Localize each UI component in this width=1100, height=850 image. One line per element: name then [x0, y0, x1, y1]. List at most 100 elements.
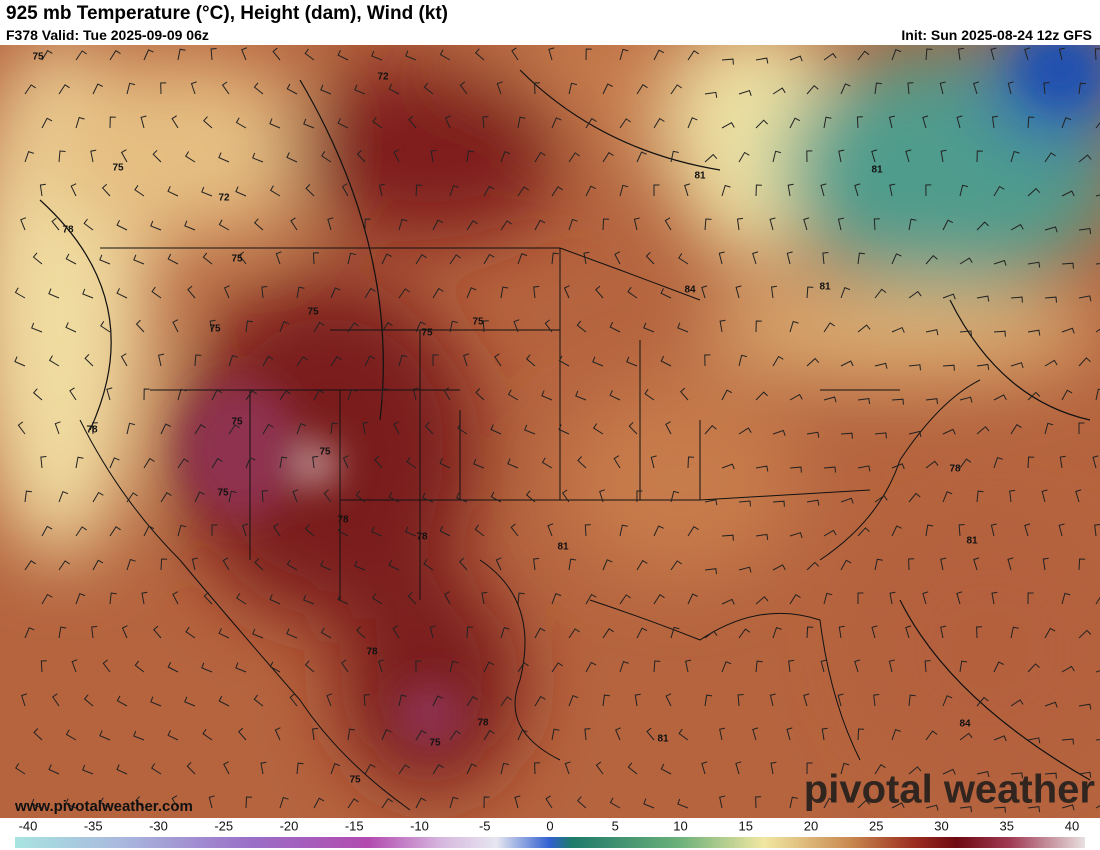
wind-barb: [14, 356, 26, 367]
wind-barb: [857, 398, 871, 405]
wind-barb: [664, 217, 672, 231]
wind-barb: [466, 763, 477, 775]
wind-barb: [40, 456, 47, 469]
wind-barb: [500, 696, 512, 707]
wind-barb: [133, 254, 145, 265]
wind-barb: [228, 424, 240, 435]
wind-barb: [614, 251, 621, 265]
contour-labels: 75 72 75 72 78 75 75 75 75 75 81 81 84 81 78 75 75 75 78 78…: [32, 52, 978, 786]
wind-barb: [660, 355, 672, 367]
wind-barb: [704, 694, 713, 707]
wind-barb: [1078, 154, 1092, 163]
contour-label: 75: [112, 163, 124, 174]
wind-barb: [218, 628, 230, 639]
wind-barb: [1061, 389, 1073, 401]
wind-barb: [444, 115, 451, 129]
wind-barb: [820, 183, 827, 197]
wind-barb: [942, 219, 954, 231]
wind-barb: [719, 795, 726, 809]
wind-barb: [533, 557, 540, 571]
wind-barb: [772, 87, 786, 95]
wind-barb: [568, 218, 578, 231]
wind-barb: [925, 48, 933, 61]
colorbar-tick-label: 30: [934, 818, 948, 833]
wind-barb: [398, 354, 408, 367]
wind-barb: [52, 693, 60, 707]
wind-barb: [755, 533, 769, 540]
wind-barb: [210, 48, 217, 61]
wind-barb: [423, 558, 434, 571]
wind-barb: [363, 694, 370, 707]
wind-barb: [412, 387, 419, 401]
wind-barb: [1078, 422, 1085, 434]
wind-barb: [371, 50, 383, 61]
contour-label: 75: [307, 307, 319, 318]
wind-barb: [838, 149, 845, 163]
wind-barb: [191, 557, 198, 571]
wind-barb: [541, 457, 553, 469]
wind-barb: [473, 458, 485, 469]
wind-barb: [679, 387, 689, 401]
wind-barb: [599, 489, 606, 503]
wind-barb: [449, 254, 461, 265]
wind-barb: [1078, 82, 1086, 95]
wind-barb: [772, 429, 786, 436]
wind-barb: [1095, 805, 1100, 809]
wind-barb: [823, 396, 837, 403]
wind-barb: [1042, 557, 1049, 571]
wind-barb: [252, 628, 264, 639]
contour-label: 84: [959, 719, 971, 730]
wind-barb: [24, 150, 34, 163]
wind-barb: [151, 763, 162, 775]
wind-barb: [304, 660, 315, 673]
wind-barb: [772, 626, 782, 639]
wind-barb: [940, 557, 947, 571]
wind-barb: [585, 185, 597, 197]
colorbar-tick-label: 10: [673, 818, 687, 833]
wind-barb: [551, 117, 562, 129]
wind-barb: [304, 524, 315, 537]
wind-barb: [575, 390, 587, 401]
wind-barb: [1027, 116, 1035, 129]
wind-barb: [585, 661, 597, 673]
wind-barb: [1027, 456, 1035, 469]
wind-barb: [83, 218, 94, 231]
colorbar: [15, 837, 1085, 848]
wind-barb: [1078, 771, 1092, 778]
wind-barb: [1061, 190, 1075, 197]
wind-barb: [65, 253, 77, 265]
wind-barb: [891, 326, 905, 333]
wind-barb: [120, 353, 128, 367]
wind-barb: [495, 557, 502, 571]
wind-barb: [738, 151, 750, 163]
wind-barb: [65, 798, 77, 809]
wind-barb: [320, 627, 332, 639]
wind-barb: [721, 389, 733, 401]
wind-barb: [840, 762, 850, 775]
wind-barb: [634, 693, 641, 707]
wind-barb: [854, 183, 861, 197]
wind-barb: [150, 220, 162, 231]
wind-barb: [475, 388, 485, 401]
wind-barb: [678, 253, 689, 265]
wind-barb: [1075, 489, 1082, 503]
wind-barb: [218, 695, 230, 707]
wind-barb: [449, 184, 459, 197]
wind-barb: [976, 363, 990, 370]
colorbar-tick-label: -10: [410, 818, 429, 833]
wind-barb: [320, 560, 332, 571]
wind-barb: [347, 388, 357, 401]
wind-barb: [991, 115, 998, 129]
wind-barb: [185, 151, 196, 163]
wind-barb: [430, 149, 437, 163]
wind-barb: [75, 593, 86, 605]
wind-barb: [364, 287, 376, 299]
wind-barb: [109, 457, 120, 469]
wind-barb: [908, 218, 917, 231]
wind-barb: [718, 251, 725, 265]
wind-barb: [1061, 665, 1075, 673]
wind-barb: [313, 389, 325, 401]
wind-barb: [517, 729, 528, 741]
wind-barb: [823, 466, 836, 473]
wind-barb: [823, 116, 832, 129]
